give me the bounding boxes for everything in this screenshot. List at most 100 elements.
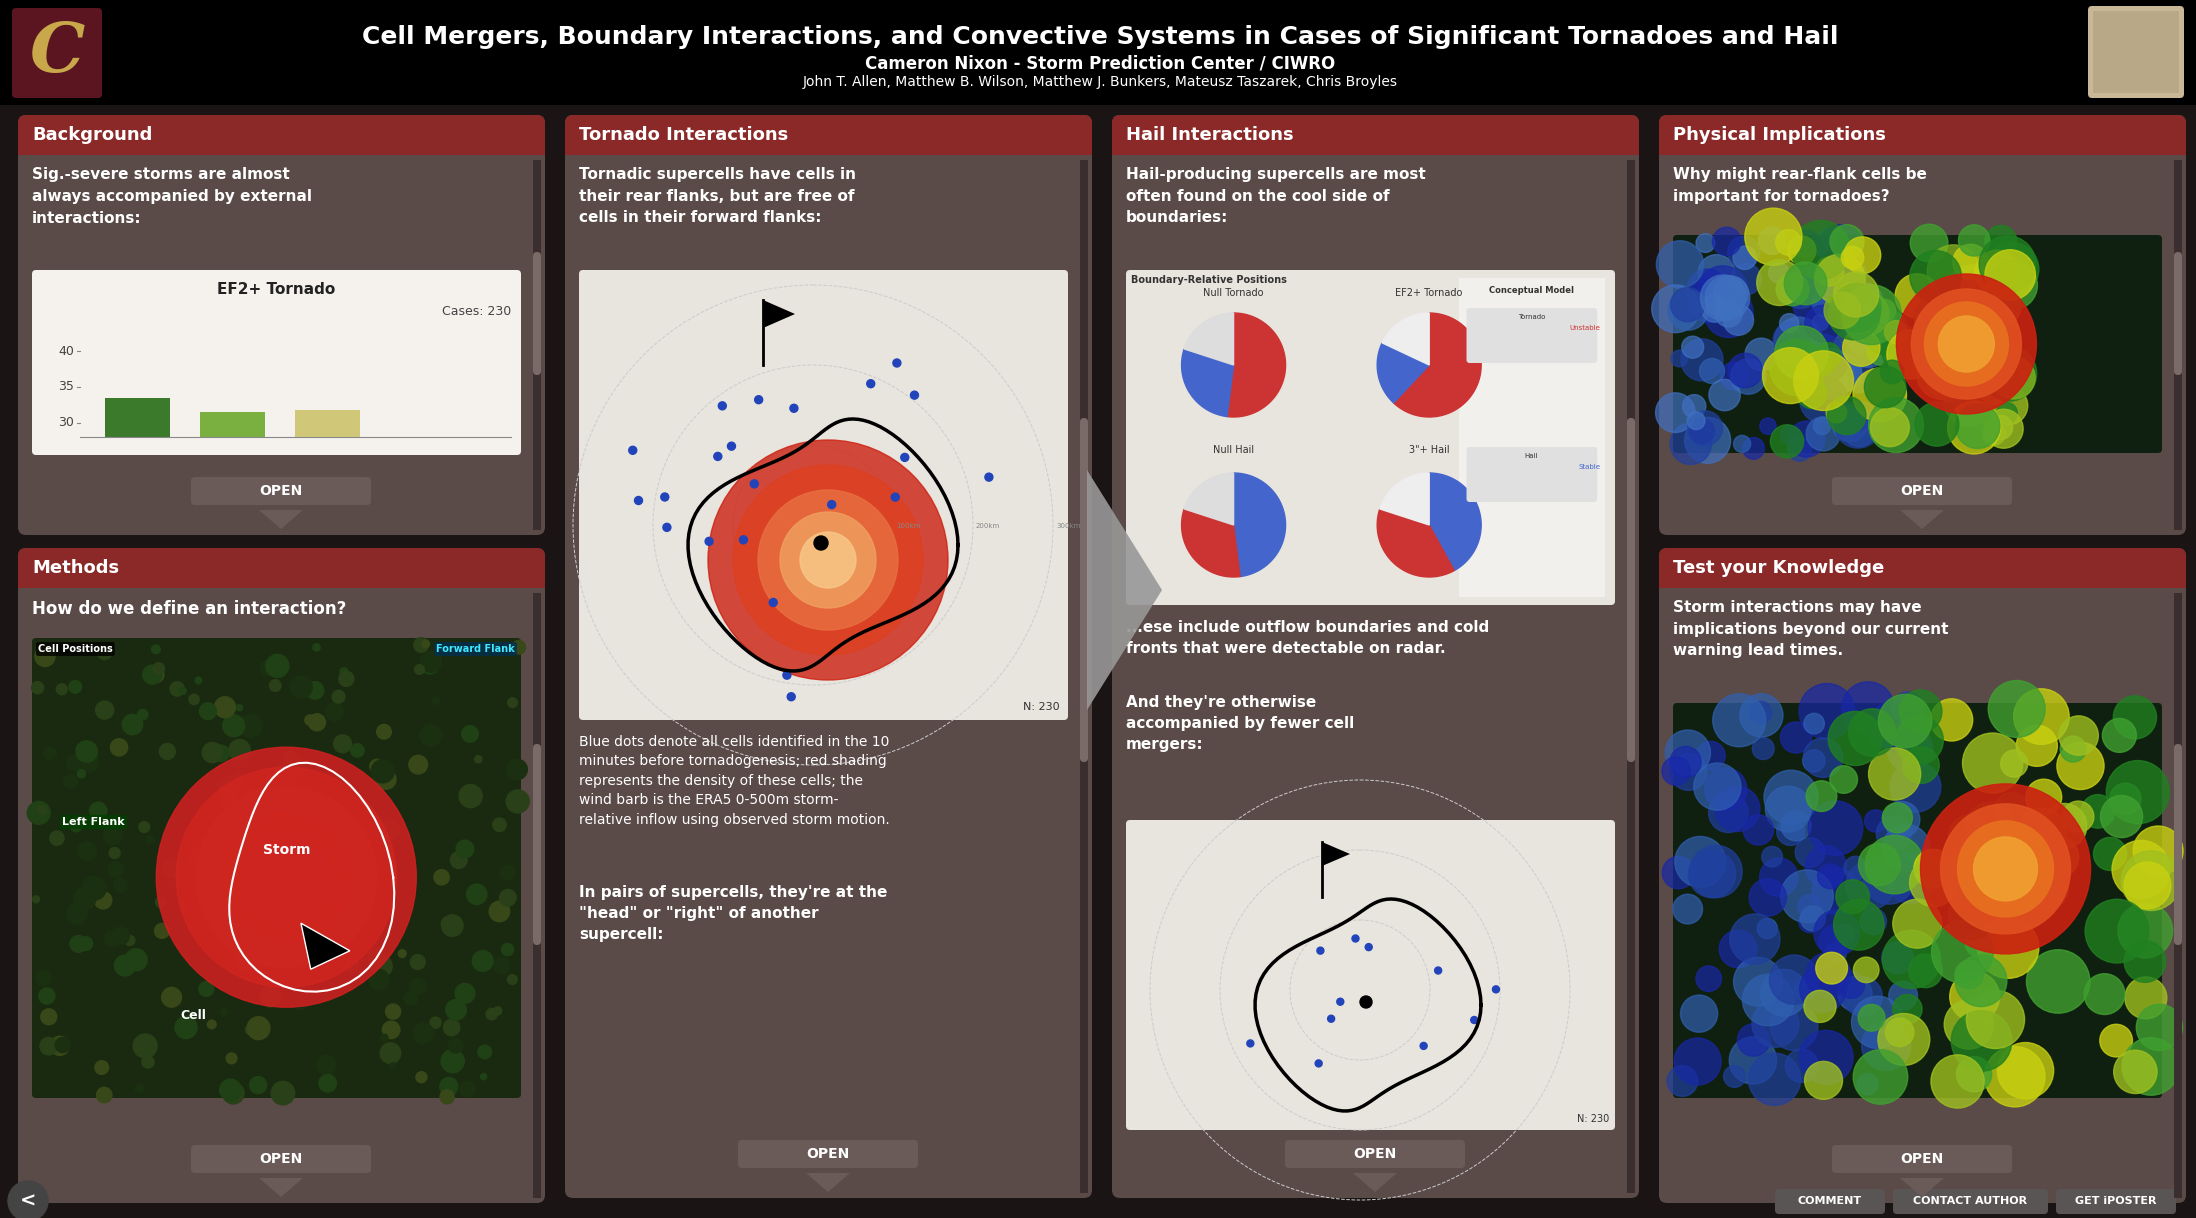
Circle shape [1950,329,1972,351]
Circle shape [501,944,514,956]
Circle shape [1985,225,2016,257]
Circle shape [663,524,672,531]
Circle shape [1708,793,1748,832]
Bar [0,0,2196,105]
Circle shape [474,755,481,762]
Circle shape [1831,284,1882,333]
Circle shape [1882,942,1913,973]
Circle shape [1834,924,1853,944]
Circle shape [1689,845,1741,898]
Circle shape [1987,415,2014,440]
Circle shape [1943,376,1994,426]
Circle shape [1974,850,2007,883]
Circle shape [57,683,68,694]
Circle shape [70,935,88,952]
Circle shape [433,698,439,704]
Circle shape [1915,402,1959,446]
Circle shape [189,694,200,704]
FancyBboxPatch shape [1658,548,2185,588]
Circle shape [290,990,310,1010]
Circle shape [1759,418,1777,435]
Circle shape [2042,804,2086,848]
Circle shape [786,693,795,700]
Circle shape [1853,1050,1908,1105]
Circle shape [2099,1024,2132,1057]
Circle shape [1928,245,1981,297]
Circle shape [1840,246,1864,269]
Circle shape [222,812,351,943]
Polygon shape [259,1178,303,1197]
Circle shape [94,892,112,909]
Circle shape [1950,972,2001,1022]
Polygon shape [1377,509,1454,577]
Circle shape [1746,339,1777,370]
Polygon shape [1087,470,1162,710]
Circle shape [1836,879,1869,914]
Circle shape [1939,315,1994,371]
Circle shape [1728,1037,1777,1084]
Circle shape [718,402,727,409]
Circle shape [1728,353,1763,387]
Circle shape [494,1007,501,1015]
Circle shape [2132,826,2183,876]
Circle shape [1985,242,2038,296]
Circle shape [900,453,909,462]
Circle shape [1656,241,1704,287]
Circle shape [1777,230,1801,255]
Circle shape [1695,234,1715,252]
Circle shape [380,820,400,840]
Bar [2174,593,2183,1199]
Circle shape [217,837,224,844]
Circle shape [97,1088,112,1102]
Circle shape [1849,709,1895,756]
Text: EF2+ Tornado: EF2+ Tornado [1394,287,1463,298]
Circle shape [195,677,202,683]
FancyBboxPatch shape [1627,418,1636,762]
Circle shape [1770,955,1818,1005]
Circle shape [455,983,474,1004]
Circle shape [307,714,325,731]
Circle shape [1886,330,1937,379]
Circle shape [1838,977,1871,1011]
Circle shape [1886,1018,1915,1046]
Circle shape [1737,1024,1770,1056]
Circle shape [334,734,351,753]
Circle shape [1744,437,1763,459]
Circle shape [123,714,143,734]
Circle shape [2025,865,2069,910]
Circle shape [1814,342,1840,369]
Circle shape [114,878,127,892]
Circle shape [1849,350,1869,368]
Circle shape [1858,843,1900,885]
Circle shape [42,1009,57,1024]
Circle shape [1752,1000,1799,1047]
Circle shape [1875,816,1911,851]
Circle shape [108,861,123,877]
Circle shape [1827,402,1847,423]
Circle shape [1930,1055,1985,1108]
FancyBboxPatch shape [1658,114,2185,155]
Circle shape [1992,357,2036,400]
Circle shape [1700,275,1746,320]
Circle shape [2099,795,2143,838]
Circle shape [1730,914,1781,965]
Circle shape [169,682,184,697]
Circle shape [2121,850,2181,911]
Circle shape [1851,996,1904,1049]
Circle shape [1671,287,1704,322]
Text: 30: 30 [57,417,75,429]
Circle shape [266,654,290,677]
Circle shape [386,1004,400,1019]
Circle shape [1812,286,1845,319]
Circle shape [791,404,797,412]
Text: Null Hail: Null Hail [1212,445,1254,456]
Circle shape [1759,857,1799,896]
Circle shape [1930,699,1972,741]
Circle shape [1805,417,1840,451]
Circle shape [1704,767,1746,810]
Text: Hail: Hail [1524,453,1537,459]
Circle shape [1834,401,1882,448]
Circle shape [1842,261,1867,285]
Circle shape [397,893,406,904]
Circle shape [242,832,332,922]
